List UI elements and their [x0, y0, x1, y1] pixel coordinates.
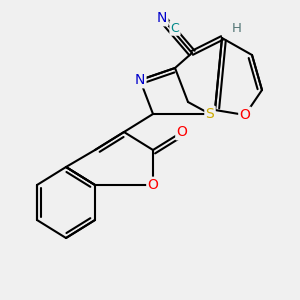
- Text: O: O: [148, 178, 158, 192]
- Text: O: O: [177, 125, 188, 139]
- Text: O: O: [240, 108, 250, 122]
- Text: C: C: [171, 22, 179, 34]
- Text: N: N: [157, 11, 167, 25]
- Text: H: H: [232, 22, 242, 34]
- Text: S: S: [206, 107, 214, 121]
- Text: N: N: [135, 73, 145, 87]
